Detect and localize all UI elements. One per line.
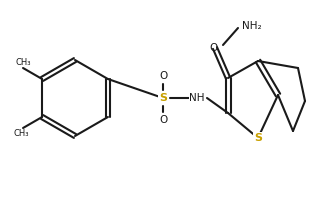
Text: O: O [209,43,217,53]
Text: CH₃: CH₃ [13,129,29,138]
Text: S: S [159,93,167,103]
Text: O: O [159,71,167,81]
Text: S: S [254,133,262,143]
Text: O: O [159,115,167,125]
Text: CH₃: CH₃ [15,58,31,67]
Text: NH: NH [189,93,205,103]
Text: NH₂: NH₂ [242,21,262,31]
